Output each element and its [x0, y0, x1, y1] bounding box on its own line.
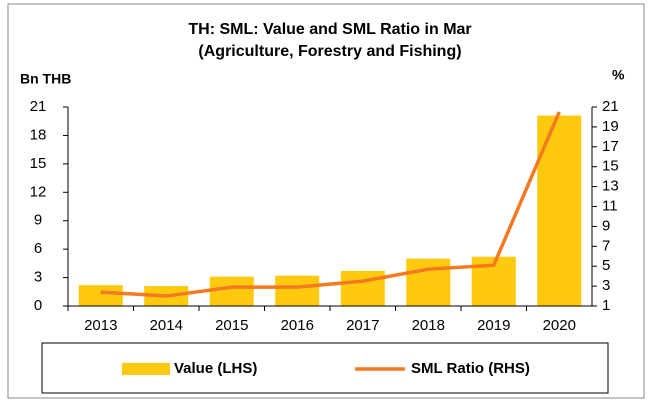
y-axis-label: Bn THB — [20, 71, 71, 87]
y2-tick-label: 17 — [602, 138, 619, 155]
x-tick-label: 2013 — [84, 317, 117, 334]
bar — [275, 275, 320, 306]
y2-tick-label: 3 — [602, 277, 610, 294]
y2-tick-label: 9 — [602, 217, 610, 234]
y2-tick-label: 15 — [602, 158, 619, 175]
line — [100, 111, 561, 298]
x-tick-label: 2015 — [215, 317, 248, 334]
bar — [78, 285, 123, 306]
x-tick-label: 2018 — [412, 317, 445, 334]
chart-subtitle: (Agriculture, Forestry and Fishing) — [198, 43, 461, 60]
y-tick-label: 15 — [30, 155, 47, 172]
y-tick-label: 0 — [34, 297, 42, 314]
legend-label: Value (LHS) — [174, 360, 257, 377]
y2-tick-label: 11 — [602, 197, 618, 214]
x-tick-label: 2014 — [150, 317, 183, 334]
x-tick-label: 2016 — [281, 317, 314, 334]
y2-tick-label: 7 — [602, 237, 610, 254]
y2-axis-label: % — [612, 67, 625, 83]
chart-title: TH: SML: Value and SML Ratio in Mar — [188, 21, 471, 38]
y2-tick-label: 5 — [602, 257, 610, 274]
y2-tick-label: 13 — [602, 178, 619, 195]
y2-tick-label: 1 — [602, 297, 610, 314]
y2-tick-label: 21 — [602, 98, 619, 115]
y-tick-label: 12 — [30, 183, 47, 200]
y2-tick-label: 19 — [602, 118, 619, 135]
y-tick-label: 6 — [34, 240, 42, 257]
x-tick-label: 2019 — [477, 317, 510, 334]
y-tick-label: 3 — [34, 269, 42, 286]
bar — [406, 258, 451, 306]
y-tick-label: 21 — [30, 98, 47, 115]
legend-box — [41, 342, 609, 394]
bar — [209, 276, 254, 306]
y-tick-label: 9 — [34, 212, 42, 229]
legend-label: SML Ratio (RHS) — [411, 360, 530, 377]
x-tick-label: 2020 — [543, 317, 576, 334]
y-tick-label: 18 — [30, 126, 47, 143]
legend-swatch — [122, 363, 170, 375]
bar — [340, 270, 385, 306]
x-tick-label: 2017 — [346, 317, 379, 334]
chart-frame — [7, 3, 645, 399]
